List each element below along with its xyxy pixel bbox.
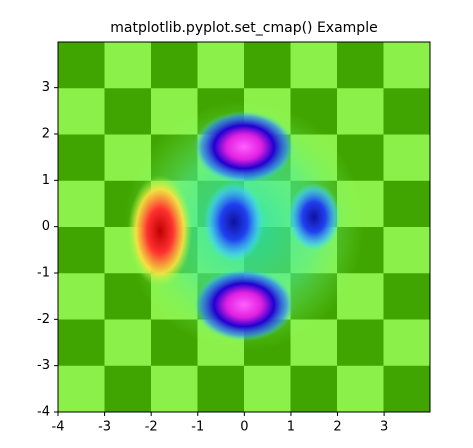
cell: [58, 134, 105, 182]
blue-blob: [204, 182, 264, 262]
cell: [383, 42, 431, 89]
function-overlay: [124, 101, 364, 351]
y-tick-label: -3: [37, 358, 50, 373]
x-tick-label: -4: [52, 420, 65, 435]
cell: [104, 88, 152, 135]
cell: [290, 365, 338, 413]
x-tick-label: -1: [191, 420, 204, 435]
red-blob: [128, 175, 192, 287]
y-tick-label: -1: [37, 265, 50, 280]
x-tick-label: 1: [287, 420, 295, 435]
cell: [383, 88, 431, 135]
cell: [58, 180, 105, 228]
x-tick-label: 0: [240, 420, 248, 435]
cell: [58, 88, 105, 135]
cell: [104, 319, 152, 367]
cell: [337, 319, 384, 367]
blue-blob: [288, 183, 340, 251]
cell: [58, 273, 105, 320]
cell: [337, 42, 384, 89]
cell: [383, 319, 431, 367]
cell: [337, 88, 384, 135]
x-tick-label: 2: [333, 420, 341, 435]
cell: [104, 365, 152, 413]
cell: [58, 365, 105, 413]
cell: [383, 134, 431, 182]
cell: [197, 42, 245, 89]
cell: [383, 227, 431, 274]
cell: [337, 365, 384, 413]
chart-title: matplotlib.pyplot.set_cmap() Example: [110, 20, 377, 36]
magenta-blob: [194, 269, 294, 341]
cell: [58, 42, 105, 89]
cell: [244, 42, 291, 89]
x-tick-label: 3: [380, 420, 388, 435]
x-tick-label: -3: [98, 420, 111, 435]
cell: [383, 180, 431, 228]
y-tick-label: 3: [42, 80, 50, 95]
cell: [383, 273, 431, 320]
cell: [151, 365, 198, 413]
cell: [151, 42, 198, 89]
cell: [290, 42, 338, 89]
y-tick-label: 2: [42, 126, 50, 141]
cell: [58, 227, 105, 274]
cell: [383, 365, 431, 413]
cell: [104, 42, 152, 89]
cell: [244, 365, 291, 413]
y-tick-label: -4: [37, 405, 50, 420]
cell: [197, 365, 245, 413]
magenta-blob: [194, 111, 294, 183]
y-tick-label: -2: [37, 312, 50, 327]
cell: [58, 319, 105, 367]
y-tick-label: 0: [42, 219, 50, 234]
y-tick-label: 1: [42, 173, 50, 188]
x-tick-label: -2: [145, 420, 158, 435]
